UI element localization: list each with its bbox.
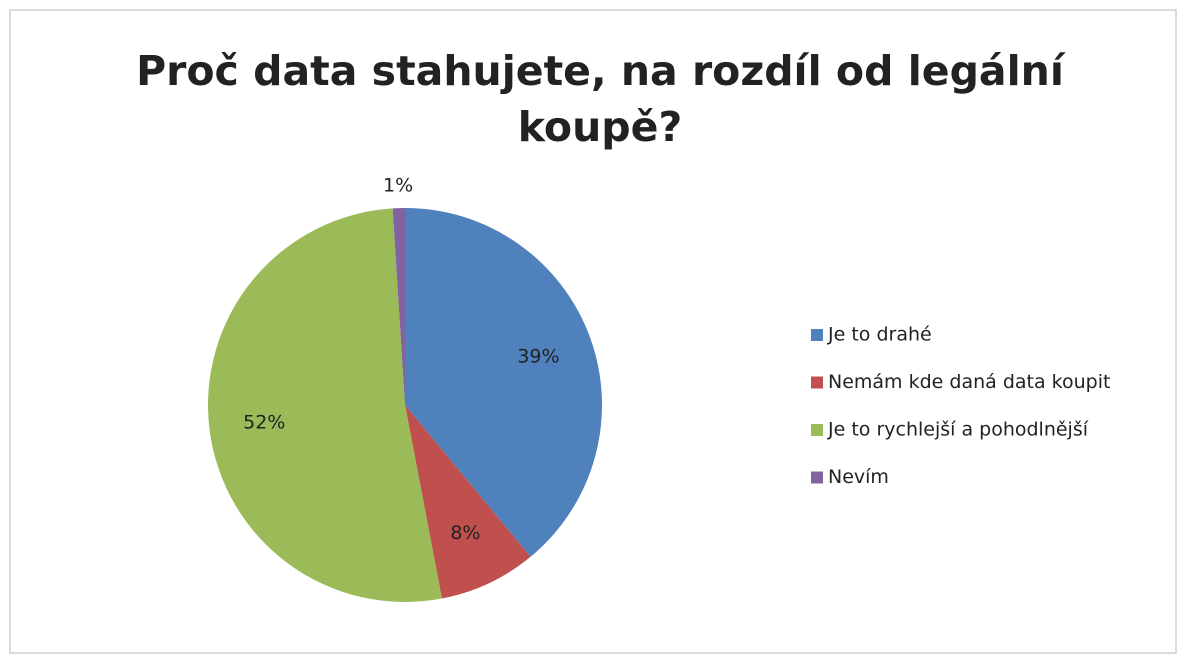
legend-swatch [811, 329, 823, 341]
data-label: 1% [383, 175, 413, 197]
legend-label: Nemám kde daná data koupit [828, 371, 1110, 393]
legend-label: Je to rychlejší a pohodlnější [827, 419, 1089, 441]
data-label: 8% [450, 522, 480, 544]
data-label: 52% [243, 411, 285, 433]
data-label: 39% [517, 345, 559, 367]
legend-swatch [811, 471, 823, 484]
legend-swatch [811, 376, 823, 389]
pie-slice [207, 208, 442, 602]
pie-slice [405, 405, 531, 599]
legend-label: Je to drahé [827, 324, 932, 346]
chart-title: Proč data stahujete, na rozdíl od legáln… [136, 47, 1066, 95]
pie-slice [405, 208, 602, 557]
pie-slice [392, 208, 405, 405]
legend-label: Nevím [828, 466, 889, 488]
chart-frame [9, 9, 1177, 654]
legend-swatch [811, 424, 823, 436]
chart-title: koupě? [518, 103, 682, 151]
